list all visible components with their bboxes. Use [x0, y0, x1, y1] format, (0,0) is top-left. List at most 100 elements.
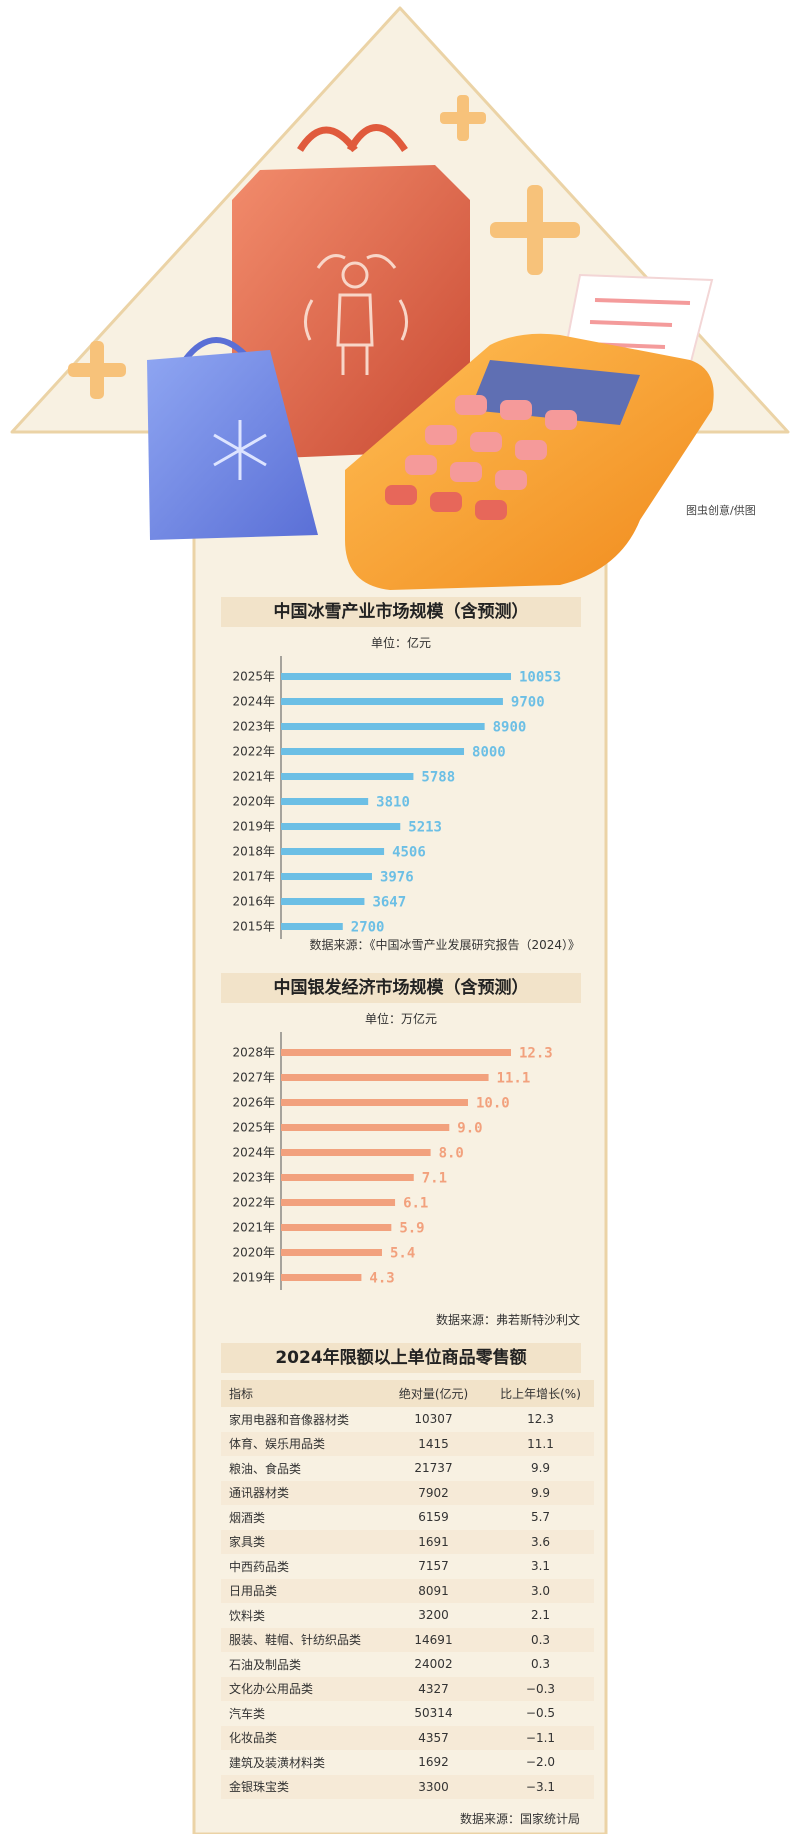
- snow-bar: [281, 873, 372, 880]
- silver-year-label: 2025年: [232, 1121, 275, 1135]
- snow-year-label: 2025年: [232, 670, 275, 684]
- column-header: 绝对量(亿元): [380, 1380, 487, 1407]
- snow-bar: [281, 723, 485, 730]
- snow-year-label: 2015年: [232, 920, 275, 934]
- silver-value-label: 8.0: [439, 1146, 464, 1162]
- table-row: 粮油、食品类 21737 9.9: [221, 1456, 594, 1481]
- silver-chart-title: 中国银发经济市场规模（含预测）: [221, 973, 581, 1003]
- category-cell: 烟酒类: [229, 1510, 266, 1525]
- growth-cell: −0.3: [487, 1676, 594, 1701]
- silver-year-label: 2026年: [232, 1096, 275, 1110]
- snow-chart-source: 数据来源：《中国冰雪产业发展研究报告（2024）》: [309, 938, 580, 952]
- category-cell: 建筑及装潢材料类: [229, 1755, 326, 1770]
- silver-bar-chart: 2028年 12.3 2027年 11.1 2026年 10.0 2025年 9.0 2024年…: [232, 1032, 553, 1290]
- silver-year-label: 2023年: [232, 1171, 275, 1185]
- snow-bar: [281, 673, 511, 680]
- amount-cell: 4327: [380, 1676, 487, 1701]
- image-credit: 图虫创意/供图: [686, 504, 756, 517]
- snow-year-label: 2022年: [232, 745, 275, 759]
- amount-cell: 7157: [418, 1559, 449, 1574]
- silver-value-label: 7.1: [422, 1171, 447, 1187]
- category-cell: 服装、鞋帽、针纺织品类: [221, 1627, 380, 1652]
- snow-bar: [281, 748, 465, 755]
- amount-cell: 3300: [380, 1774, 487, 1799]
- snow-bar: [281, 898, 365, 905]
- snow-year-label: 2017年: [232, 870, 275, 884]
- growth-cell: 12.3: [527, 1412, 554, 1427]
- silver-year-label: 2024年: [232, 1146, 275, 1160]
- silver-value-label: 5.4: [390, 1246, 415, 1262]
- silver-year-label: 2028年: [232, 1046, 275, 1060]
- silver-value-label: 5.9: [399, 1221, 424, 1237]
- growth-cell: 3.0: [487, 1578, 594, 1603]
- column-header: 指标: [221, 1380, 380, 1407]
- plus-icon: [68, 95, 580, 399]
- snow-value-label: 3810: [376, 795, 410, 811]
- column-header: 比上年增长(%): [487, 1380, 594, 1407]
- category-cell: 化妆品类: [221, 1725, 380, 1750]
- silver-year-label: 2022年: [232, 1196, 275, 1210]
- snow-bar: [281, 923, 343, 930]
- snow-year-label: 2019年: [232, 820, 275, 834]
- table-row: 金银珠宝类 3300 −3.1: [221, 1774, 594, 1799]
- category-cell: 体育、娱乐用品类: [221, 1431, 380, 1456]
- retail-table-title: 2024年限额以上单位商品零售额: [221, 1343, 581, 1373]
- silver-bar: [281, 1174, 414, 1181]
- silver-value-label: 11.1: [497, 1071, 531, 1087]
- snow-bar-chart: 2025年 10053 2024年 9700 2023年 8900 2022年 8000 202…: [232, 656, 561, 939]
- growth-cell: 11.1: [487, 1431, 594, 1456]
- silver-value-label: 12.3: [519, 1046, 553, 1062]
- silver-value-label: 4.3: [369, 1271, 394, 1287]
- snow-value-label: 10053: [519, 670, 561, 686]
- category-cell: 石油及制品类: [229, 1657, 302, 1672]
- amount-cell: 1692: [418, 1755, 449, 1770]
- snow-value-label: 3976: [380, 870, 414, 886]
- table-row: 石油及制品类 24002 0.3: [221, 1652, 594, 1677]
- table-row: 通讯器材类 7902 9.9: [221, 1480, 594, 1505]
- silver-bar: [281, 1224, 392, 1231]
- silver-year-label: 2021年: [232, 1221, 275, 1235]
- table-row: 饮料类 3200 2.1: [221, 1603, 594, 1628]
- category-cell: 通讯器材类: [221, 1480, 380, 1505]
- silver-bar: [281, 1074, 489, 1081]
- snow-chart-unit: 单位：亿元: [370, 636, 431, 650]
- blue-shopping-bag-illustration: [147, 337, 318, 540]
- table-row: 家用电器和音像器材类 10307 12.3: [221, 1407, 594, 1432]
- growth-cell: −3.1: [487, 1774, 594, 1799]
- silver-value-label: 9.0: [457, 1121, 482, 1137]
- retail-table-source: 数据来源：国家统计局: [459, 1812, 580, 1826]
- growth-cell: 9.9: [530, 1461, 551, 1476]
- table-row: 建筑及装潢材料类 1692 −2.0: [221, 1750, 594, 1775]
- snow-value-label: 8900: [493, 720, 527, 736]
- silver-bar: [281, 1199, 396, 1206]
- growth-cell: 9.9: [487, 1480, 594, 1505]
- table-row: 汽车类 50314 −0.5: [221, 1701, 594, 1726]
- red-shopping-bag-illustration: [232, 124, 470, 460]
- table-row: 日用品类 8091 3.0: [221, 1578, 594, 1603]
- growth-cell: −1.1: [487, 1725, 594, 1750]
- silver-chart-unit: 单位：万亿元: [364, 1012, 437, 1026]
- snow-bar: [281, 848, 385, 855]
- snow-value-label: 3647: [372, 895, 406, 911]
- silver-bar: [281, 1049, 511, 1056]
- growth-cell: 3.1: [530, 1559, 551, 1574]
- amount-cell: 14691: [380, 1627, 487, 1652]
- snow-value-label: 2700: [351, 920, 385, 936]
- silver-chart-source: 数据来源：弗若斯特沙利文: [435, 1313, 580, 1327]
- retail-table: 指标 绝对量(亿元) 比上年增长(%) 家用电器和音像器材类 10307 12.3 体…: [221, 1380, 594, 1799]
- table-row: 家具类 1691 3.6: [221, 1529, 594, 1554]
- growth-cell: 3.6: [487, 1529, 594, 1554]
- snow-year-label: 2016年: [232, 895, 275, 909]
- snow-value-label: 8000: [472, 745, 506, 761]
- snow-bar: [281, 773, 414, 780]
- silver-bar: [281, 1124, 450, 1131]
- growth-cell: −0.5: [525, 1706, 556, 1721]
- silver-bar: [281, 1149, 431, 1156]
- amount-cell: 8091: [380, 1578, 487, 1603]
- amount-cell: 4357: [380, 1725, 487, 1750]
- snow-year-label: 2021年: [232, 770, 275, 784]
- amount-cell: 1415: [380, 1431, 487, 1456]
- silver-bar: [281, 1274, 362, 1281]
- snow-year-label: 2018年: [232, 845, 275, 859]
- category-cell: 饮料类: [229, 1608, 266, 1623]
